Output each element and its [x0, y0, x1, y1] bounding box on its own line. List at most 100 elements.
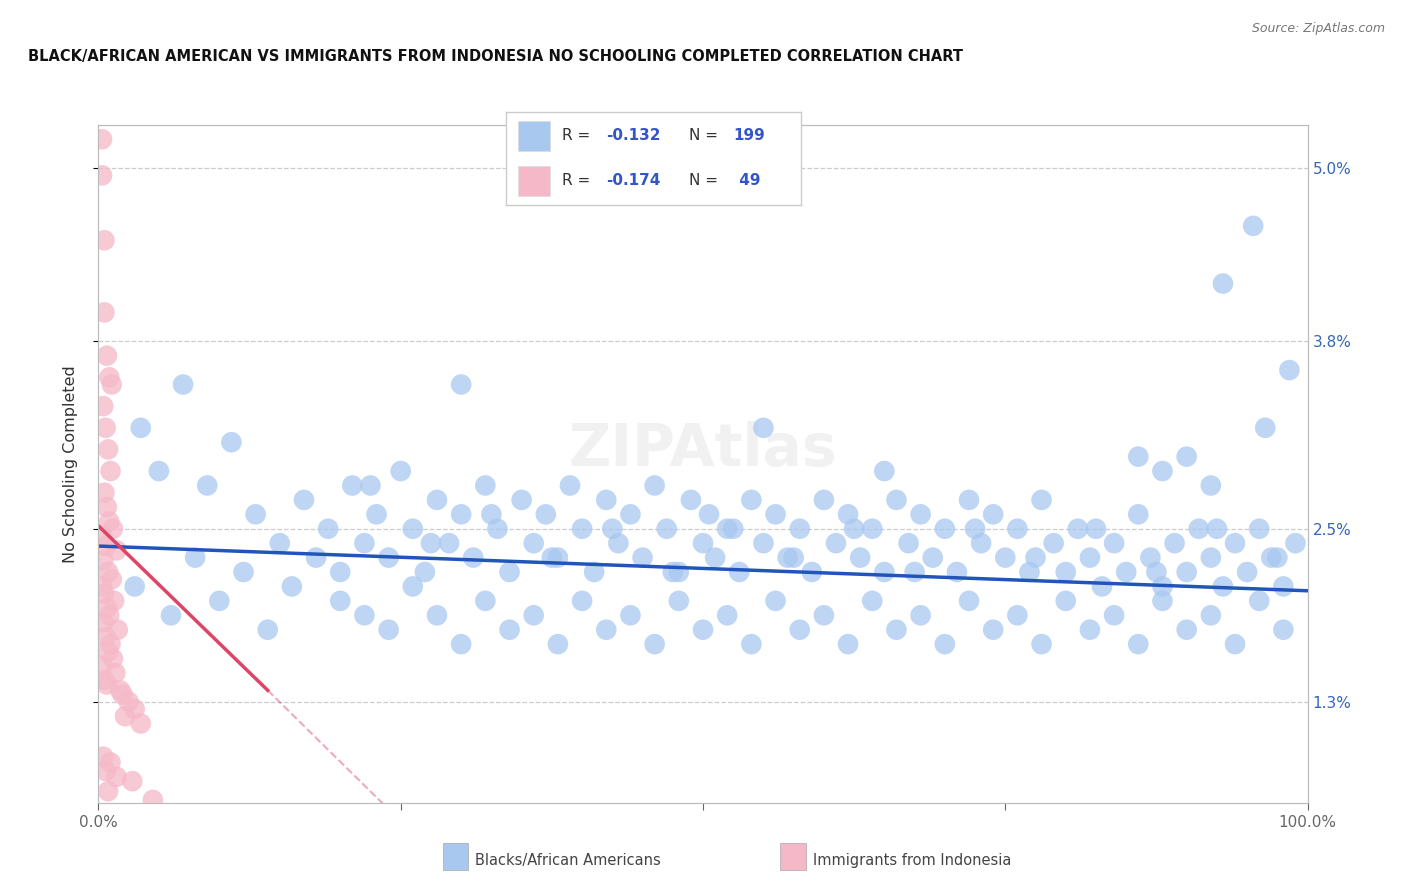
Text: ZIPAtlas: ZIPAtlas	[568, 421, 838, 478]
Text: Immigrants from Indonesia: Immigrants from Indonesia	[813, 853, 1011, 868]
Point	[849, 550, 872, 565]
Point	[558, 478, 581, 492]
Point	[103, 594, 125, 608]
Point	[101, 651, 124, 665]
Point	[1067, 522, 1090, 536]
Point	[1091, 579, 1114, 593]
Point	[96, 349, 118, 363]
Point	[541, 550, 564, 565]
Point	[353, 608, 375, 623]
Point	[450, 637, 472, 651]
Point	[619, 508, 641, 522]
Point	[1163, 536, 1185, 550]
Point	[94, 630, 117, 644]
Point	[1025, 550, 1047, 565]
Bar	[517, 166, 550, 196]
Point	[100, 377, 122, 392]
Y-axis label: No Schooling Completed: No Schooling Completed	[63, 365, 77, 563]
Point	[668, 594, 690, 608]
Point	[740, 637, 762, 651]
Point	[697, 508, 720, 522]
Point	[105, 770, 128, 784]
Point	[426, 492, 449, 507]
Point	[97, 442, 120, 457]
Point	[679, 492, 702, 507]
Point	[783, 550, 806, 565]
Point	[523, 536, 546, 550]
Point	[1175, 565, 1198, 579]
Point	[107, 623, 129, 637]
Point	[1223, 637, 1246, 651]
Point	[1272, 579, 1295, 593]
Point	[716, 522, 738, 536]
Text: N =: N =	[689, 128, 718, 144]
Point	[910, 508, 932, 522]
Point	[970, 536, 993, 550]
Point	[256, 623, 278, 637]
Point	[1146, 565, 1168, 579]
Point	[94, 421, 117, 435]
Point	[208, 594, 231, 608]
Point	[91, 399, 114, 413]
Point	[547, 637, 569, 651]
Point	[1199, 478, 1222, 492]
Point	[114, 709, 136, 723]
Point	[93, 305, 115, 319]
Point	[420, 536, 443, 550]
Point	[98, 608, 121, 623]
Point	[1249, 522, 1271, 536]
Point	[789, 623, 811, 637]
Point	[873, 565, 896, 579]
Point	[474, 594, 496, 608]
Point	[957, 594, 980, 608]
Point	[121, 774, 143, 789]
Point	[1128, 508, 1150, 522]
Point	[1152, 594, 1174, 608]
Point	[437, 536, 460, 550]
Text: BLACK/AFRICAN AMERICAN VS IMMIGRANTS FROM INDONESIA NO SCHOOLING COMPLETED CORRE: BLACK/AFRICAN AMERICAN VS IMMIGRANTS FRO…	[28, 49, 963, 64]
Point	[1249, 594, 1271, 608]
Point	[897, 536, 920, 550]
Point	[1007, 522, 1029, 536]
Point	[1102, 608, 1125, 623]
Point	[94, 764, 117, 778]
Point	[426, 608, 449, 623]
Point	[886, 623, 908, 637]
Point	[921, 550, 943, 565]
Point	[934, 637, 956, 651]
Point	[547, 550, 569, 565]
Point	[728, 565, 751, 579]
Point	[498, 623, 520, 637]
Point	[716, 608, 738, 623]
Text: N =: N =	[689, 173, 718, 188]
Point	[1042, 536, 1064, 550]
Point	[316, 522, 339, 536]
Point	[91, 658, 114, 673]
Point	[129, 716, 152, 731]
Point	[98, 515, 121, 529]
Text: 199: 199	[734, 128, 765, 144]
Point	[789, 522, 811, 536]
Point	[534, 508, 557, 522]
Point	[602, 522, 624, 536]
Point	[668, 565, 690, 579]
Point	[1007, 608, 1029, 623]
Point	[108, 683, 131, 698]
Point	[498, 565, 520, 579]
Point	[269, 536, 291, 550]
Point	[100, 572, 122, 586]
Point	[93, 485, 115, 500]
Point	[510, 492, 533, 507]
Point	[402, 522, 425, 536]
Point	[886, 492, 908, 507]
Point	[184, 550, 207, 565]
Point	[723, 522, 745, 536]
Point	[1254, 421, 1277, 435]
Point	[100, 637, 122, 651]
Point	[389, 464, 412, 478]
Point	[765, 508, 787, 522]
Point	[1085, 522, 1108, 536]
Point	[96, 500, 118, 515]
Point	[994, 550, 1017, 565]
Point	[946, 565, 969, 579]
